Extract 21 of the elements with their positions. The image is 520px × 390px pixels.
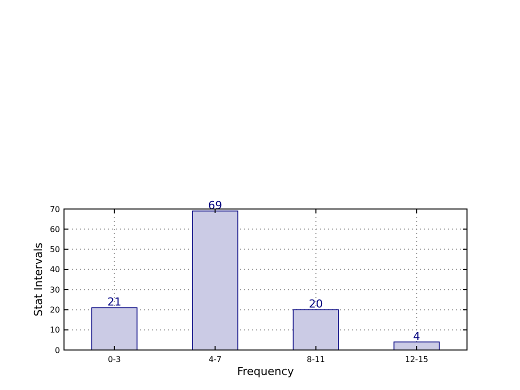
x-tick-label: 0-3 (108, 355, 121, 364)
y-axis-title: Stat Intervals (32, 242, 45, 316)
y-tick-label: 30 (50, 285, 60, 294)
x-tick-label: 4-7 (208, 355, 222, 364)
data-label: 4 (413, 330, 420, 343)
data-label: 21 (107, 296, 122, 309)
bar (394, 342, 440, 350)
x-tick-label: 8-11 (306, 355, 325, 364)
y-tick-label: 50 (50, 245, 60, 254)
bar (292, 309, 339, 350)
data-label: 20 (308, 298, 323, 311)
y-tick-label: 10 (50, 326, 60, 335)
x-axis-title: Frequency (237, 365, 294, 378)
bar (91, 307, 138, 350)
y-tick-label: 0 (54, 346, 60, 355)
bar (192, 210, 238, 350)
y-tick-label: 20 (50, 306, 60, 315)
y-tick-label: 70 (50, 204, 60, 214)
x-tick-label: 12-15 (405, 355, 428, 364)
y-tick-label: 40 (50, 265, 60, 274)
y-tick-label: 60 (50, 224, 60, 234)
